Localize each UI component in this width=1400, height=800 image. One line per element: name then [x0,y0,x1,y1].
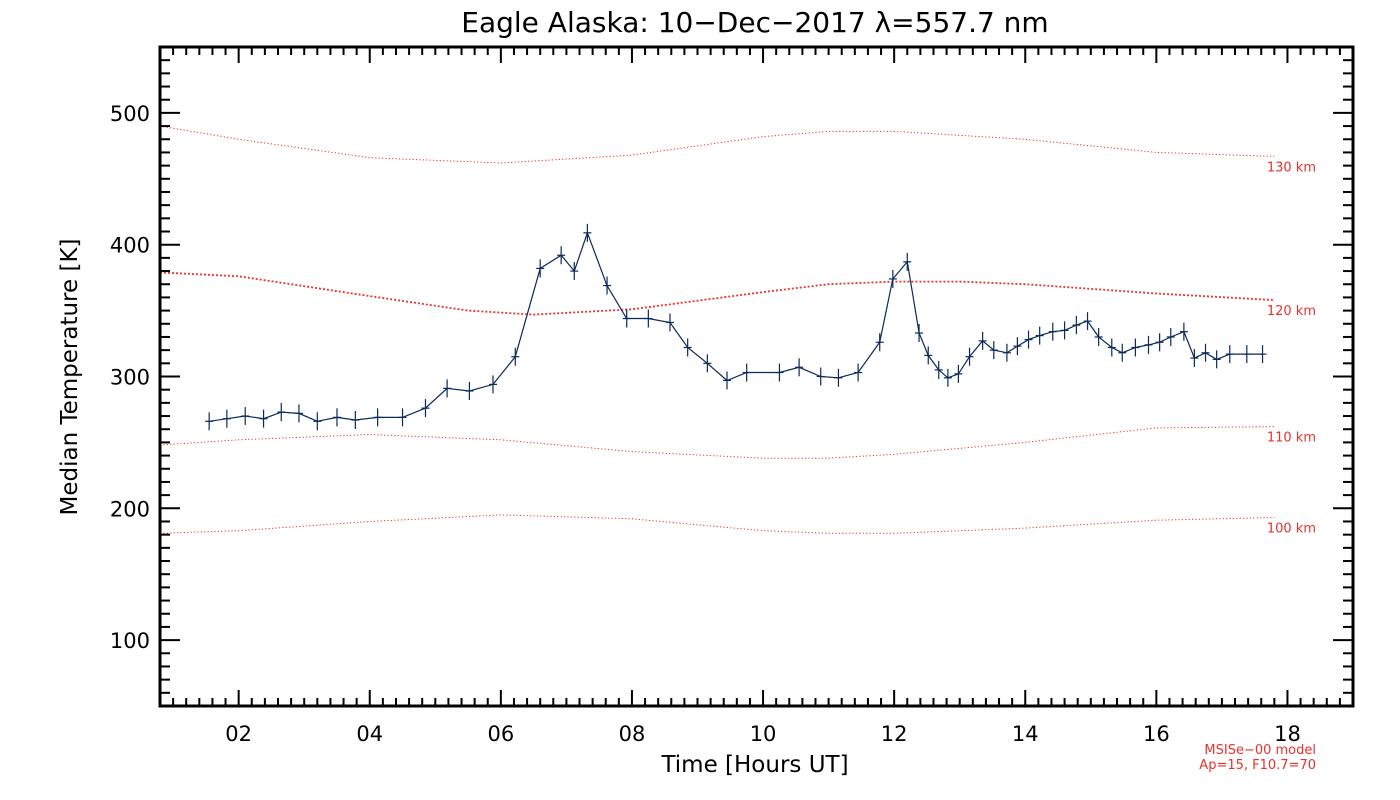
data-point [915,324,924,343]
data-point [294,404,303,423]
data-point [536,259,545,278]
data-point [934,360,943,379]
data-point [488,375,497,394]
chart-title: Eagle Alaska: 10−Dec−2017 λ=557.7 nm [461,6,1048,39]
data-point [854,363,863,382]
data-point [723,371,732,390]
data-point [1258,345,1267,364]
x-tick-label: 02 [225,722,252,746]
data-point [1144,335,1153,354]
data-point [703,354,712,373]
data-point [1179,322,1188,341]
plot-axes: 02 04 06 08 10 12 14 16 18 100 200 300 400 500 [110,45,1355,746]
data-point [1201,343,1210,362]
data-point [222,409,231,428]
data-point [1212,350,1221,369]
data-point [924,346,933,365]
x-tick-label: 08 [619,722,646,746]
data-point [834,368,843,387]
data-point [373,408,382,427]
data-point [398,408,407,427]
data-point [1155,333,1164,352]
data-point [443,379,452,398]
x-tick-label: 18 [1274,722,1301,746]
data-point [1024,330,1033,349]
data-point [1225,345,1234,364]
y-tick-label: 200 [110,497,150,521]
data-point [570,262,579,281]
model-label-100-km: 100 km [1267,522,1316,537]
x-tick-label: 12 [881,722,908,746]
data-point [775,363,784,382]
data-point [1060,321,1069,340]
model-curve-120-km [159,271,1275,316]
data-point [943,368,952,387]
model-label-110-km: 110 km [1267,431,1316,446]
data-point [1048,322,1057,341]
data-point [332,408,341,427]
data-point [1166,327,1175,346]
data-point [795,358,804,377]
data-point [1083,312,1092,331]
data-point [1002,343,1011,362]
data-point [1072,316,1081,335]
data-point [816,367,825,386]
data-point [875,333,884,352]
data-point [989,341,998,360]
y-tick-label: 500 [110,102,150,126]
data-point [421,399,430,418]
data-point [1035,326,1044,345]
data-point [241,407,250,426]
model-curve-100-km [159,514,1275,534]
data-point [1190,349,1199,368]
data-point [903,252,912,271]
model-curves: 130 km 120 km 110 km 100 km [159,125,1316,537]
x-tick-label: 04 [356,722,383,746]
model-label-120-km: 120 km [1267,304,1316,319]
plot-frame [158,45,1355,708]
data-point [1131,338,1140,357]
data-point [351,410,360,429]
data-point [1094,327,1103,346]
data-point [683,338,692,357]
x-tick-label: 16 [1143,722,1170,746]
data-point [665,313,674,332]
data-point [511,347,520,366]
data-point [888,269,897,288]
model-note-line2: Ap=15, F10.7=70 [1199,758,1316,773]
data-point [1013,337,1022,356]
data-point [1107,338,1116,357]
y-tick-label: 300 [110,366,150,390]
model-curve-130-km [159,125,1275,164]
x-tick-label: 06 [487,722,514,746]
data-point [954,364,963,383]
y-axis-label: Median Temperature [K] [57,239,83,516]
data-point [978,331,987,350]
data-point [644,309,653,328]
data-point [259,409,268,428]
data-point [742,363,751,382]
data-point [583,223,592,242]
data-point [465,381,474,400]
model-label-130-km: 130 km [1267,160,1316,175]
data-point [1242,345,1251,364]
model-note-line1: MSISe−00 model [1204,743,1316,758]
data-point [205,412,214,431]
data-series [205,223,1267,431]
data-point [603,276,612,295]
data-line [209,231,1263,422]
y-tick-label: 100 [110,629,150,653]
data-point [1118,343,1127,362]
model-curve-110-km [159,426,1275,459]
x-axis-label: Time [Hours UT] [660,752,848,778]
x-tick-label: 10 [750,722,777,746]
y-tick-label: 400 [110,234,150,258]
data-point [557,246,566,265]
data-point [277,403,286,422]
data-point [313,412,322,431]
x-tick-label: 14 [1012,722,1039,746]
data-point [965,347,974,366]
data-point [622,309,631,328]
